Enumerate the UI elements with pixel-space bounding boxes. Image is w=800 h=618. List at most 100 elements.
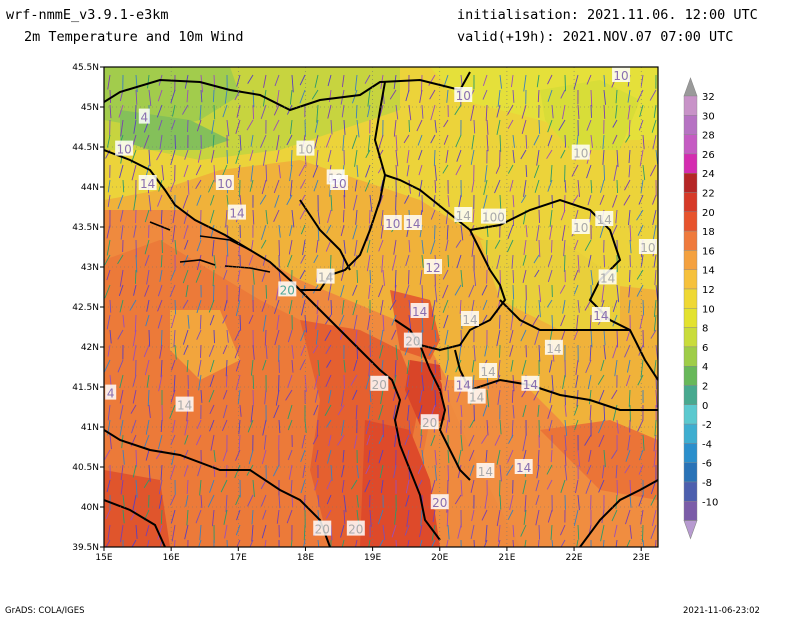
- wind-barb: [471, 179, 475, 193]
- wind-barb: [497, 524, 501, 542]
- wind-barb: [395, 539, 397, 547]
- contour-label-text: 4: [140, 111, 148, 125]
- wind-barb: [314, 74, 319, 88]
- wind-barb: [276, 134, 280, 150]
- wind-barb: [586, 464, 592, 475]
- wind-barb: [222, 389, 228, 400]
- wind-barb: [303, 494, 306, 511]
- wind-barb: [226, 224, 229, 241]
- wind-barb: [212, 509, 215, 527]
- wind-barb: [160, 254, 163, 268]
- wind-barb: [573, 239, 579, 251]
- wind-barb: [496, 104, 501, 118]
- wind-barb: [442, 284, 449, 299]
- wind-barb: [145, 449, 150, 461]
- wind-barb: [421, 254, 424, 268]
- wind-barb: [326, 494, 332, 505]
- wind-barb: [563, 239, 566, 257]
- wind-barb: [160, 359, 163, 378]
- wind-barb: [639, 104, 644, 118]
- wind-barb: [263, 434, 267, 450]
- wind-barb: [602, 134, 605, 150]
- wind-barb: [330, 194, 333, 212]
- wind-barb: [211, 239, 215, 257]
- wind-barb: [482, 299, 488, 311]
- wind-barb: [278, 494, 281, 509]
- wind-barb: [404, 434, 410, 446]
- adriatic-islands: [149, 221, 271, 273]
- wind-barb: [434, 179, 437, 193]
- wind-barb: [382, 524, 386, 541]
- lon-label: 22E: [565, 553, 582, 563]
- wind-barb: [274, 194, 280, 208]
- wind-barb: [261, 269, 267, 283]
- wind-barb: [260, 494, 267, 507]
- wind-barb: [458, 344, 462, 361]
- wind-barb: [105, 539, 111, 547]
- wind-barb: [391, 254, 397, 271]
- wind-barb: [169, 464, 176, 480]
- lat-label: 44N: [81, 183, 99, 193]
- wind-barb: [148, 329, 151, 347]
- contour-label-text: 10: [385, 217, 400, 231]
- lon-label: 17E: [230, 553, 247, 563]
- contour-label-text: 14: [177, 399, 192, 413]
- wind-barb: [260, 239, 267, 249]
- contour-label-text: 20: [422, 416, 437, 430]
- wind-barb: [302, 284, 306, 299]
- wind-barb: [486, 419, 489, 436]
- wind-barb: [442, 299, 449, 313]
- wind-barb: [265, 284, 268, 299]
- wind-barb: [289, 164, 293, 182]
- wind-barb: [354, 149, 358, 167]
- wind-barb: [534, 269, 540, 278]
- wind-barb: [184, 239, 189, 250]
- wind-barb: [342, 449, 345, 463]
- wind-barb: [195, 164, 202, 176]
- wind-barb: [122, 494, 125, 508]
- wind-barb: [486, 119, 489, 135]
- wind-barb: [485, 449, 488, 463]
- contour-label-text: 4: [107, 387, 115, 401]
- wind-barb: [380, 209, 384, 226]
- contour-label-box: [313, 520, 332, 536]
- wind-barb: [184, 419, 189, 436]
- wind-barb: [486, 389, 490, 408]
- wind-barb: [550, 449, 553, 463]
- wind-barb: [389, 89, 397, 100]
- wind-barb: [273, 104, 280, 116]
- wind-barb: [538, 239, 541, 258]
- wind-barb: [460, 404, 463, 418]
- colorbar-label: 32: [702, 92, 715, 103]
- wind-barb: [251, 524, 254, 542]
- wind-barb: [547, 509, 553, 523]
- wind-barb: [213, 254, 217, 269]
- wind-barb: [611, 509, 618, 522]
- wind-barb: [174, 134, 176, 150]
- wind-barb: [434, 449, 437, 466]
- contour-label-box: [476, 463, 495, 478]
- wind-barb: [603, 404, 606, 421]
- wind-barb: [262, 254, 267, 266]
- wind-barb: [104, 359, 111, 373]
- wind-barb: [626, 329, 631, 342]
- wind-barb: [291, 209, 295, 228]
- wind-barb: [118, 284, 124, 296]
- wind-barb: [182, 299, 189, 309]
- wind-barb: [109, 89, 112, 103]
- colorbar-swatch: [683, 192, 698, 212]
- wind-barb: [158, 374, 163, 392]
- wind-barb: [120, 479, 124, 495]
- colorbar-swatch: [683, 404, 698, 425]
- wind-barb: [235, 449, 241, 461]
- wind-barb: [454, 494, 462, 505]
- wind-barb: [547, 89, 553, 102]
- wind-barb: [382, 269, 385, 286]
- wind-barb: [577, 104, 580, 119]
- wind-barb: [521, 389, 527, 398]
- wind-barb: [563, 254, 566, 272]
- wind-barb: [584, 239, 592, 251]
- wind-barbs: [104, 74, 658, 547]
- wind-barb: [265, 344, 268, 359]
- wind-barb: [325, 344, 332, 355]
